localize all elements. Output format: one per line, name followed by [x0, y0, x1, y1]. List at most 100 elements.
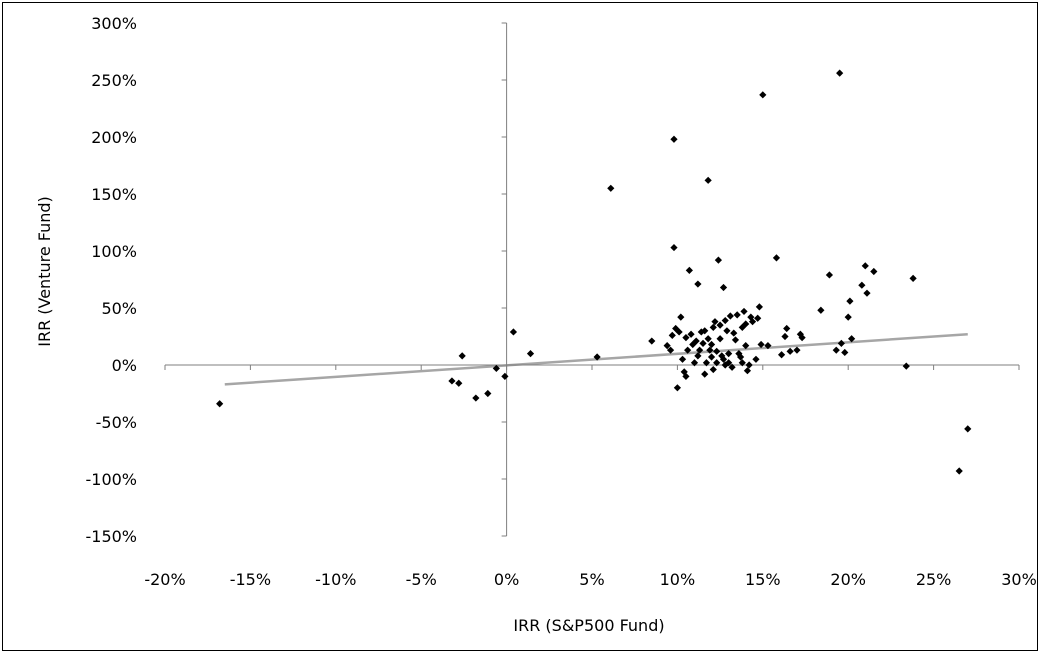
- data-point: [692, 337, 700, 345]
- data-point: [696, 346, 704, 354]
- data-point: [725, 359, 733, 367]
- data-point: [216, 400, 224, 408]
- data-point: [694, 280, 702, 288]
- data-point: [817, 306, 825, 314]
- data-point: [713, 347, 721, 355]
- data-point: [458, 352, 466, 360]
- data-point: [858, 281, 866, 289]
- data-point: [796, 330, 804, 338]
- data-point: [472, 394, 480, 402]
- data-point: [484, 389, 492, 398]
- data-point: [777, 351, 786, 359]
- data-point: [783, 324, 791, 333]
- points-layer: [216, 69, 972, 475]
- data-point: [726, 312, 734, 320]
- data-point: [955, 467, 963, 475]
- y-tick-label: 300%: [91, 14, 137, 33]
- data-point: [714, 256, 722, 264]
- data-point: [736, 353, 745, 361]
- data-point: [718, 352, 726, 360]
- data-point: [593, 353, 601, 361]
- data-point: [666, 346, 675, 354]
- data-point: [685, 266, 693, 274]
- data-point: [673, 384, 681, 392]
- data-point: [501, 372, 509, 380]
- data-point: [706, 346, 714, 354]
- data-point: [738, 359, 746, 367]
- data-point: [748, 318, 757, 326]
- y-tick-label: -50%: [96, 413, 137, 432]
- data-point: [902, 362, 910, 370]
- data-point: [526, 350, 535, 358]
- data-point: [719, 355, 728, 363]
- data-point: [492, 364, 500, 373]
- data-point: [663, 342, 671, 350]
- data-point: [863, 289, 871, 297]
- data-point: [730, 329, 738, 337]
- data-point: [509, 328, 518, 336]
- y-tick-label: 200%: [91, 128, 137, 147]
- data-point: [455, 379, 463, 387]
- x-tick-label: 20%: [830, 570, 866, 589]
- data-point: [781, 332, 789, 341]
- data-point: [675, 328, 683, 336]
- data-point: [704, 335, 712, 343]
- data-point: [648, 337, 656, 345]
- data-point: [701, 327, 709, 335]
- data-point: [825, 271, 834, 279]
- data-point: [733, 311, 741, 319]
- data-point: [711, 318, 719, 326]
- data-point: [832, 346, 840, 354]
- axes-layer: [164, 22, 1020, 537]
- data-point: [759, 91, 767, 99]
- data-point: [755, 303, 763, 311]
- y-tick-label: 50%: [101, 299, 137, 318]
- data-point: [909, 274, 917, 282]
- data-point: [735, 350, 743, 358]
- y-axis-title: IRR (Venture Fund): [35, 196, 54, 347]
- x-tick-label: 25%: [916, 570, 952, 589]
- y-tick-label: 150%: [91, 185, 137, 204]
- data-point: [682, 372, 690, 380]
- y-tick-label: 100%: [91, 242, 137, 261]
- data-point: [870, 267, 878, 276]
- data-point: [684, 346, 692, 354]
- x-tick-label: -10%: [315, 570, 356, 589]
- data-point: [680, 368, 688, 376]
- y-tick-label: -150%: [85, 527, 137, 546]
- data-point: [701, 370, 709, 378]
- data-point: [707, 340, 716, 349]
- data-point: [848, 335, 856, 343]
- data-point: [607, 184, 615, 192]
- data-point: [716, 321, 724, 329]
- data-point: [721, 316, 729, 325]
- data-point: [668, 331, 676, 339]
- data-point: [836, 69, 844, 77]
- x-tick-label: -5%: [406, 570, 437, 589]
- data-point: [707, 353, 716, 361]
- x-tick-label: 5%: [579, 570, 604, 589]
- x-tick-label: -15%: [230, 570, 271, 589]
- x-tick-label: 10%: [660, 570, 696, 589]
- data-point: [793, 346, 801, 354]
- data-point: [682, 334, 690, 342]
- data-point: [725, 350, 733, 358]
- data-point: [743, 367, 752, 375]
- data-point: [716, 335, 724, 343]
- data-point: [689, 340, 697, 349]
- y-tick-label: -100%: [85, 470, 137, 489]
- data-point: [719, 283, 728, 292]
- data-point: [670, 243, 678, 252]
- data-point: [772, 254, 781, 262]
- data-point: [723, 327, 731, 335]
- y-tick-label: 0%: [112, 356, 137, 375]
- data-point: [699, 339, 707, 347]
- data-point: [702, 359, 711, 367]
- data-point: [672, 324, 680, 333]
- data-point: [764, 342, 772, 350]
- x-tick-label: 15%: [745, 570, 781, 589]
- data-point: [704, 176, 712, 184]
- data-point: [742, 320, 750, 328]
- data-point: [709, 365, 717, 374]
